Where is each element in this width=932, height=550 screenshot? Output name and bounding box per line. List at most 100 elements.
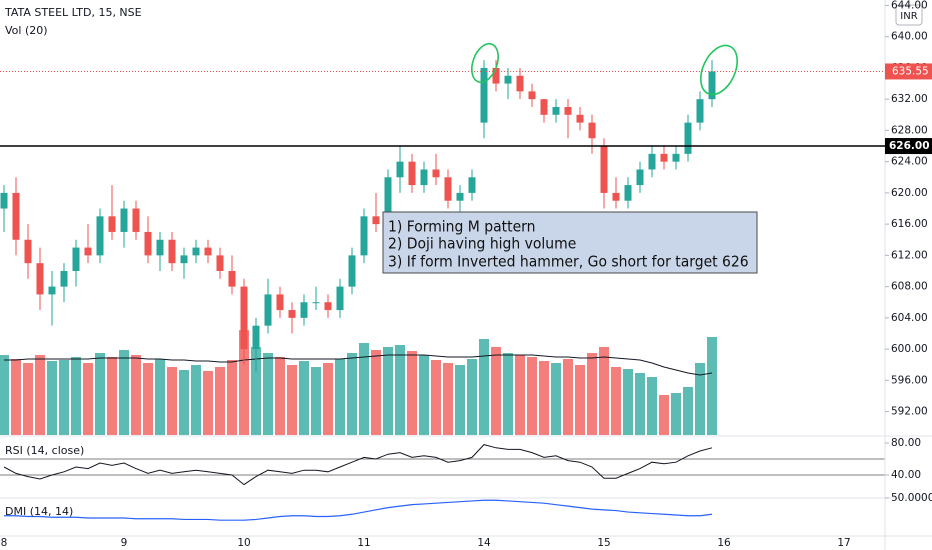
volume-bar [647, 377, 657, 435]
volume-bar [167, 367, 177, 435]
volume-bar [539, 361, 549, 435]
volume-bar [251, 347, 261, 435]
candle-body [396, 161, 404, 178]
volume-bar [419, 355, 429, 435]
candle-body [360, 216, 368, 256]
candle-body [120, 208, 128, 232]
y-tick-label: 644.00 [891, 0, 928, 11]
volume-bar [11, 359, 21, 435]
volume-bar [527, 357, 537, 435]
volume-bar [683, 387, 693, 435]
rsi-title: RSI (14, close) [5, 444, 84, 457]
volume-bar [599, 347, 609, 435]
volume-bar [191, 365, 201, 435]
x-tick-label: 11 [357, 537, 370, 549]
volume-bar [119, 350, 129, 435]
y-tick-label: 604.00 [891, 312, 928, 324]
y-tick-label: 608.00 [891, 281, 928, 293]
currency-badge[interactable] [895, 4, 923, 26]
candle-body [504, 75, 512, 84]
annotation-line: 3) If form Inverted hammer, Go short for… [388, 253, 749, 271]
candle-body [660, 153, 668, 162]
volume-bar [611, 367, 621, 435]
candle-body [108, 216, 116, 232]
candle-body [300, 302, 308, 318]
y-tick-label: 50.0000 [891, 492, 932, 504]
volume-bar [431, 360, 441, 435]
volume-bar [107, 357, 117, 435]
candle-body [72, 247, 80, 271]
candle-body [612, 192, 620, 201]
candle-body [336, 286, 344, 311]
candle-body [492, 67, 500, 84]
candle-body [468, 177, 476, 193]
annotation-box [382, 211, 758, 274]
candle-body [288, 310, 296, 318]
volume-bar [23, 363, 33, 435]
rsi-line [3, 444, 713, 486]
x-tick-label: 10 [237, 537, 250, 549]
volume-bar [635, 373, 645, 435]
volume-bar [143, 363, 153, 435]
volume-bar [59, 360, 69, 435]
x-tick-label: 8 [1, 537, 8, 549]
y-tick-label: 624.00 [891, 156, 928, 168]
volume-bar [671, 393, 681, 435]
volume-bar [299, 361, 309, 435]
volume-bar [479, 339, 489, 435]
candle-body [192, 247, 200, 256]
y-tick-label: 640.00 [891, 31, 928, 43]
candle-body [12, 192, 20, 240]
y-tick-label: 632.00 [891, 93, 928, 105]
candle-body [204, 247, 212, 256]
currency-label[interactable]: INR [900, 11, 917, 22]
candle-body [132, 208, 140, 232]
y-tick-label: 616.00 [891, 218, 928, 230]
volume-bar [35, 355, 45, 435]
candle-body [180, 255, 188, 264]
candle-body [516, 75, 524, 92]
y-tick-label: 600.00 [891, 343, 928, 355]
x-tick-label: 15 [597, 537, 610, 549]
volume-bar [659, 395, 669, 435]
volume-bar [347, 353, 357, 435]
candle-body [564, 106, 572, 115]
volume-bar [587, 353, 597, 435]
volume-bar [515, 355, 525, 435]
last-price-label: 635.55 [892, 65, 929, 77]
candle-body [636, 169, 644, 186]
candle-body [648, 153, 656, 170]
volume-bar [491, 347, 501, 435]
y-tick-label: 612.00 [891, 249, 928, 261]
annotation-line: 2) Doji having high volume [388, 235, 576, 253]
volume-bar [323, 363, 333, 435]
candle-body [252, 325, 260, 350]
candle-body [228, 270, 236, 287]
candle-body [588, 122, 596, 139]
volume-bar [155, 359, 165, 435]
volume-bar [407, 351, 417, 435]
candle-body [60, 270, 68, 287]
volume-bar [395, 345, 405, 435]
volume-bar [707, 337, 717, 435]
volume-bar [371, 350, 381, 435]
volume-bar [287, 365, 297, 435]
highlight-circle [700, 44, 738, 96]
dmi-title: DMI (14, 14) [5, 505, 73, 518]
volume-bar [623, 369, 633, 435]
x-tick-label: 16 [717, 537, 731, 549]
volume-bar [83, 363, 93, 435]
volume-bar [215, 367, 225, 435]
y-tick-label: 592.00 [891, 406, 928, 418]
candle-body [240, 286, 248, 350]
candle-body [96, 216, 104, 256]
volume-bar [227, 360, 237, 435]
volume-bar [443, 363, 453, 435]
volume-bar [239, 330, 249, 435]
last-price-badge [885, 63, 932, 80]
candle-body [372, 216, 380, 225]
candle-body [696, 99, 704, 123]
candle-body [528, 91, 536, 100]
